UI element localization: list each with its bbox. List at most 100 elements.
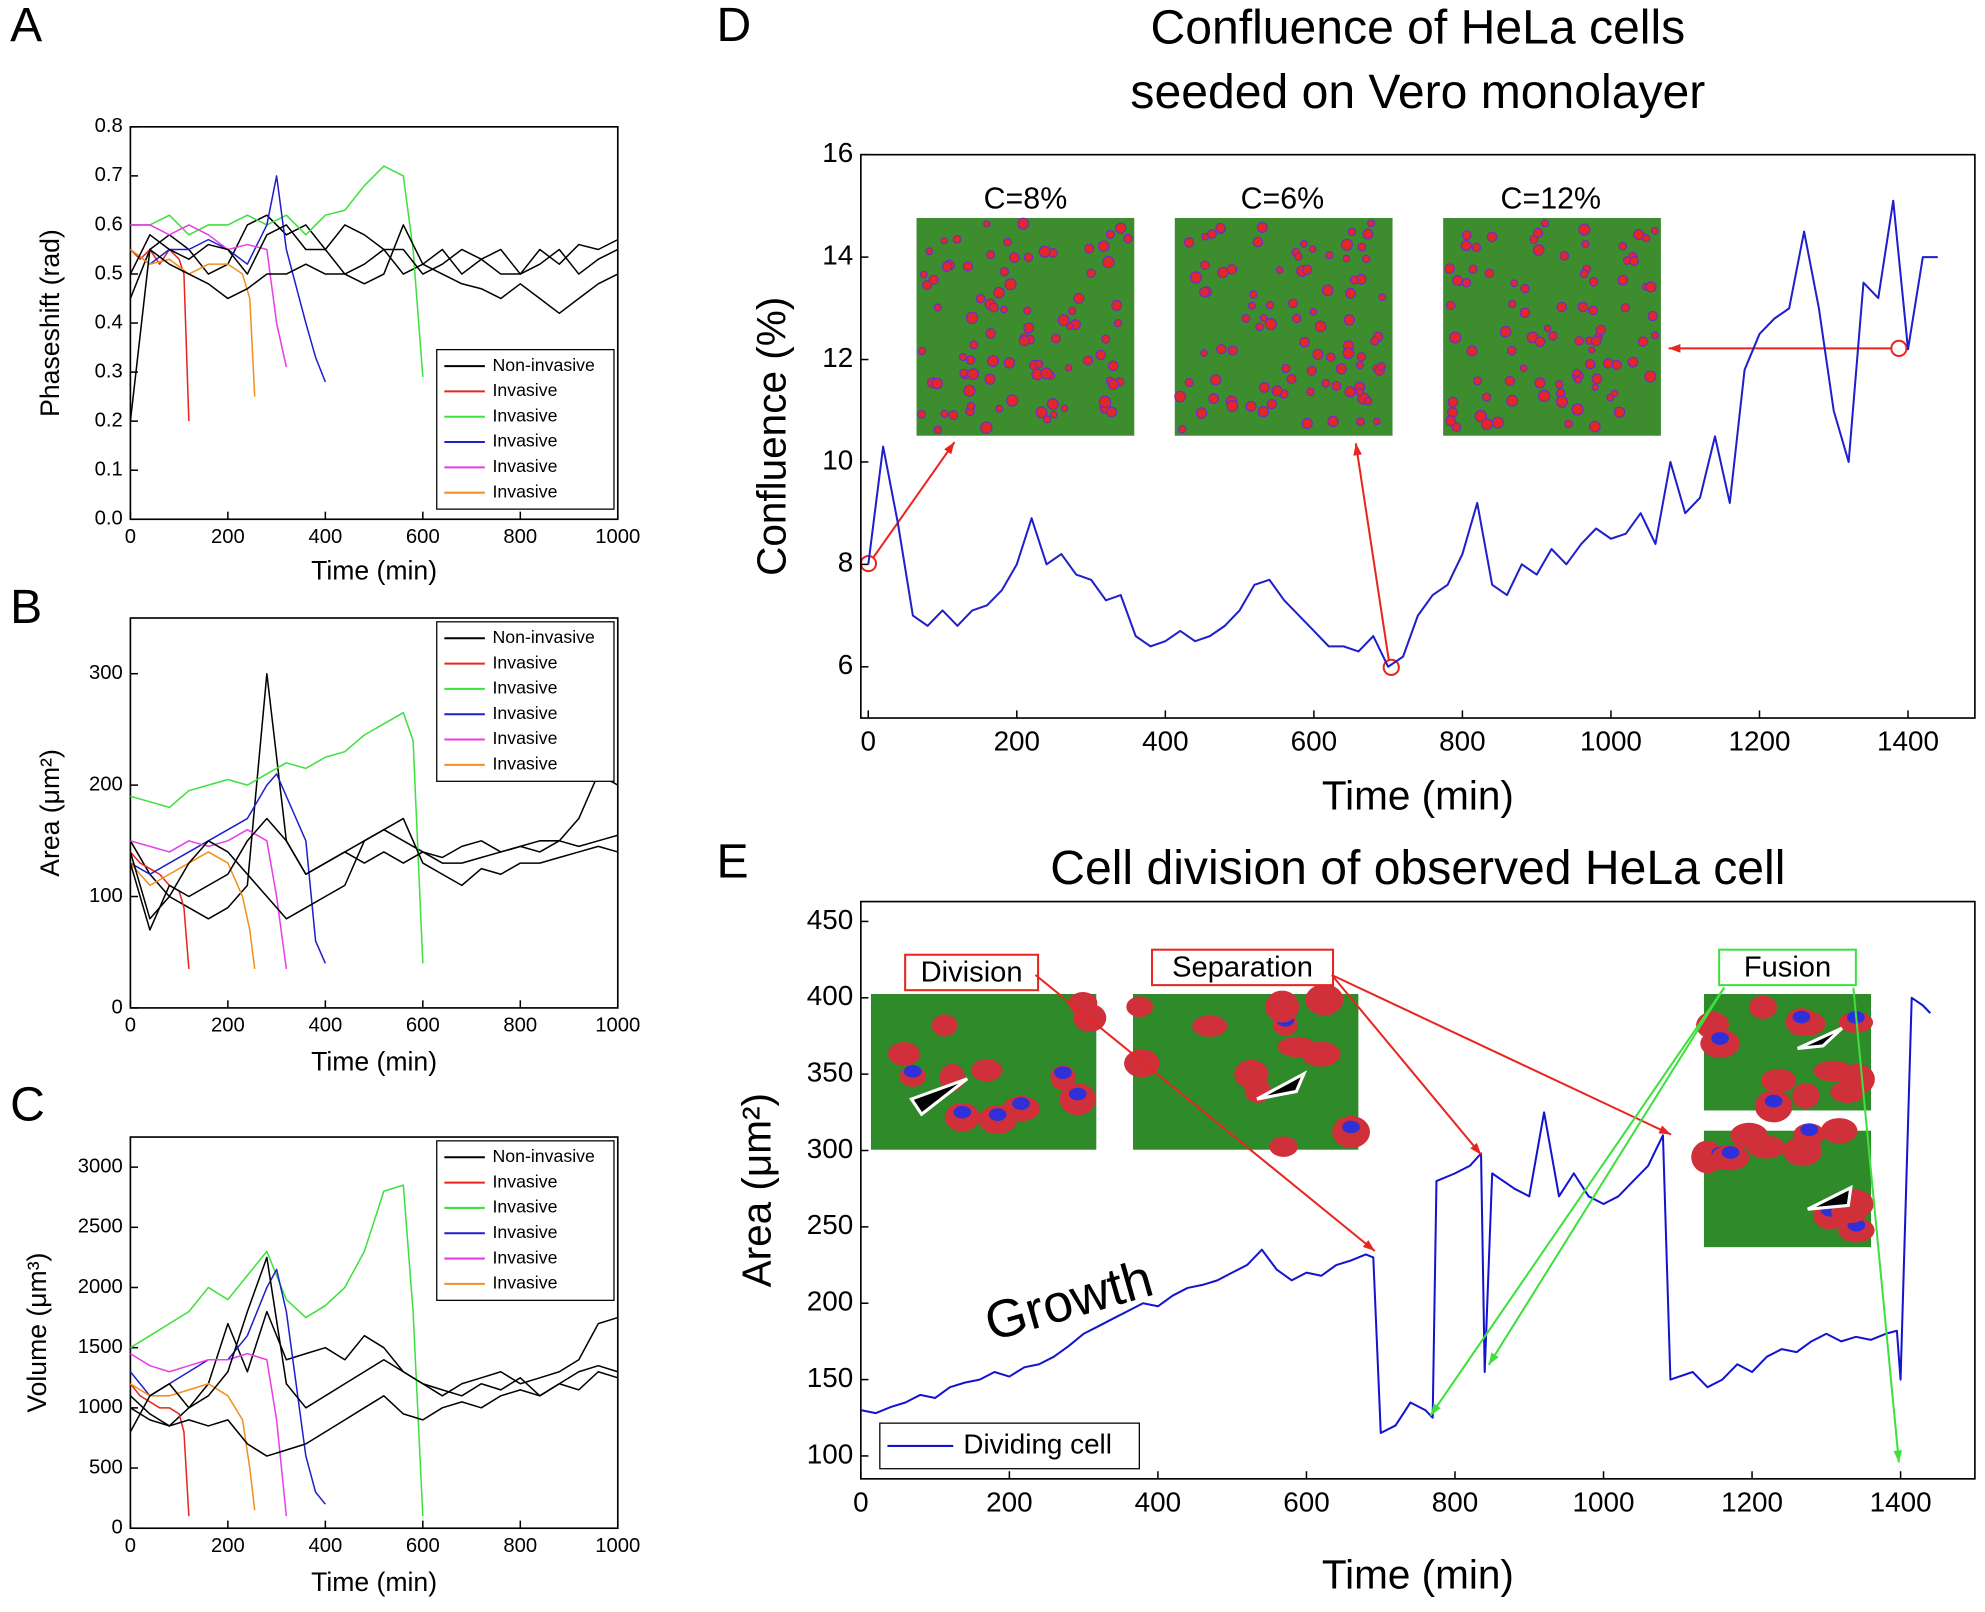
highlight-circle	[1890, 339, 1908, 357]
inset-cell	[959, 352, 968, 362]
inset-cell	[1327, 415, 1339, 428]
x-axis-label: Time (min)	[1322, 773, 1514, 819]
inset-cell	[959, 368, 969, 378]
inset-cell	[1017, 217, 1030, 230]
inset-cell	[1178, 425, 1187, 434]
inset-cell	[1207, 229, 1217, 239]
x-tick-label: 0	[125, 1535, 136, 1557]
inset-cell	[1460, 239, 1472, 251]
inset-cell	[1275, 266, 1284, 274]
inset-cell	[1627, 356, 1639, 368]
legend-label: Invasive	[492, 1171, 557, 1191]
inset-cell	[948, 410, 959, 421]
inset-cell	[1591, 383, 1599, 391]
y-axis-label: Phaseshift (rad)	[35, 229, 65, 417]
inset-cell	[1591, 335, 1602, 347]
inset-cell	[1111, 299, 1123, 311]
inset-cell	[962, 261, 973, 272]
inset-cell	[1321, 378, 1331, 388]
inset-cell	[1107, 378, 1120, 391]
inset-cell	[1449, 331, 1462, 344]
x-tick-label: 800	[1439, 725, 1485, 756]
annotation: Fusion	[1744, 951, 1831, 983]
inset-cell	[1050, 410, 1058, 419]
series-line	[129, 1184, 424, 1517]
inset-cell	[1510, 279, 1518, 288]
inset-cell	[1595, 324, 1607, 336]
inset-cell	[1101, 334, 1111, 344]
inset-cell	[1234, 1059, 1269, 1089]
inset-cell	[1650, 331, 1659, 340]
inset-cell	[1444, 263, 1455, 274]
legend-box	[436, 348, 615, 510]
inset-cell	[969, 340, 979, 350]
inset-cell	[1519, 307, 1531, 319]
inset-cell	[1468, 264, 1478, 274]
inset-cell	[1123, 233, 1133, 244]
inset-cell	[1299, 336, 1310, 348]
inset-cell	[1023, 252, 1034, 263]
inset-cell	[1200, 260, 1210, 270]
inset-cell	[1113, 318, 1123, 328]
inset-cell	[1264, 318, 1277, 331]
inset-cell	[1107, 360, 1119, 372]
y-tick-label: 0.8	[95, 115, 123, 137]
inset-cell	[1102, 255, 1115, 269]
legend-label: Non-invasive	[492, 1146, 595, 1166]
inset-cell	[1584, 359, 1596, 370]
x-tick-label: 1200	[1721, 1486, 1783, 1517]
inset-cell	[1342, 347, 1355, 360]
inset-cell	[1538, 389, 1551, 403]
legend-label: Invasive	[492, 652, 557, 672]
inset-nucleus	[1012, 1097, 1030, 1110]
inset-cell	[1342, 254, 1351, 263]
inset-cell	[1082, 355, 1094, 366]
inset-cell	[1281, 363, 1291, 374]
inset-cell	[1571, 403, 1584, 416]
inset-cell	[1003, 357, 1015, 369]
arrow-head	[1668, 344, 1681, 353]
inset-cell	[1447, 396, 1459, 408]
inset-cell	[1306, 365, 1317, 376]
inset-cell	[1356, 417, 1365, 427]
series-line	[129, 175, 327, 383]
inset-cell	[1618, 241, 1628, 251]
inset-label: C=6%	[1241, 181, 1325, 215]
x-tick-label: 400	[1142, 725, 1188, 756]
inset-cell	[1124, 1049, 1160, 1078]
x-tick-label: 1000	[595, 1535, 640, 1557]
pointer	[1256, 1070, 1308, 1101]
inset-cell	[940, 236, 948, 245]
inset-cell	[1288, 298, 1298, 309]
inset-cell	[1335, 363, 1347, 375]
inset-cell	[1730, 1122, 1768, 1149]
y-tick-label: 150	[807, 1362, 853, 1393]
inset-cell	[1534, 336, 1546, 348]
legend-label: Invasive	[492, 1197, 557, 1217]
x-tick-label: 1000	[1573, 1486, 1635, 1517]
x-tick-label: 0	[125, 526, 136, 548]
x-tick-label: 200	[994, 725, 1040, 756]
inset-label: C=12%	[1501, 181, 1601, 215]
inset-cell	[1043, 415, 1052, 424]
inset-cell	[940, 409, 949, 418]
x-tick-label: 1000	[1580, 725, 1642, 756]
inset-cell	[1084, 243, 1095, 254]
inset-nucleus	[903, 1065, 922, 1078]
inset-cell	[952, 234, 962, 244]
y-tick-label: 300	[89, 662, 123, 684]
series-line	[129, 248, 256, 397]
y-tick-label: 300	[807, 1133, 853, 1164]
y-tick-label: 0.7	[95, 164, 123, 186]
inset-cell	[1564, 419, 1574, 429]
arrow-head	[1658, 1125, 1672, 1135]
inset-cell	[1305, 984, 1344, 1016]
inset-cell	[1301, 417, 1313, 430]
inset-cell	[986, 250, 996, 260]
chart-title: seeded on Vero monolayer	[1130, 65, 1705, 119]
inset-cell	[1252, 236, 1264, 248]
inset-cell	[1046, 398, 1059, 411]
inset-cell	[1367, 219, 1376, 228]
legend-label: Invasive	[492, 754, 557, 774]
series-line	[129, 1256, 619, 1433]
